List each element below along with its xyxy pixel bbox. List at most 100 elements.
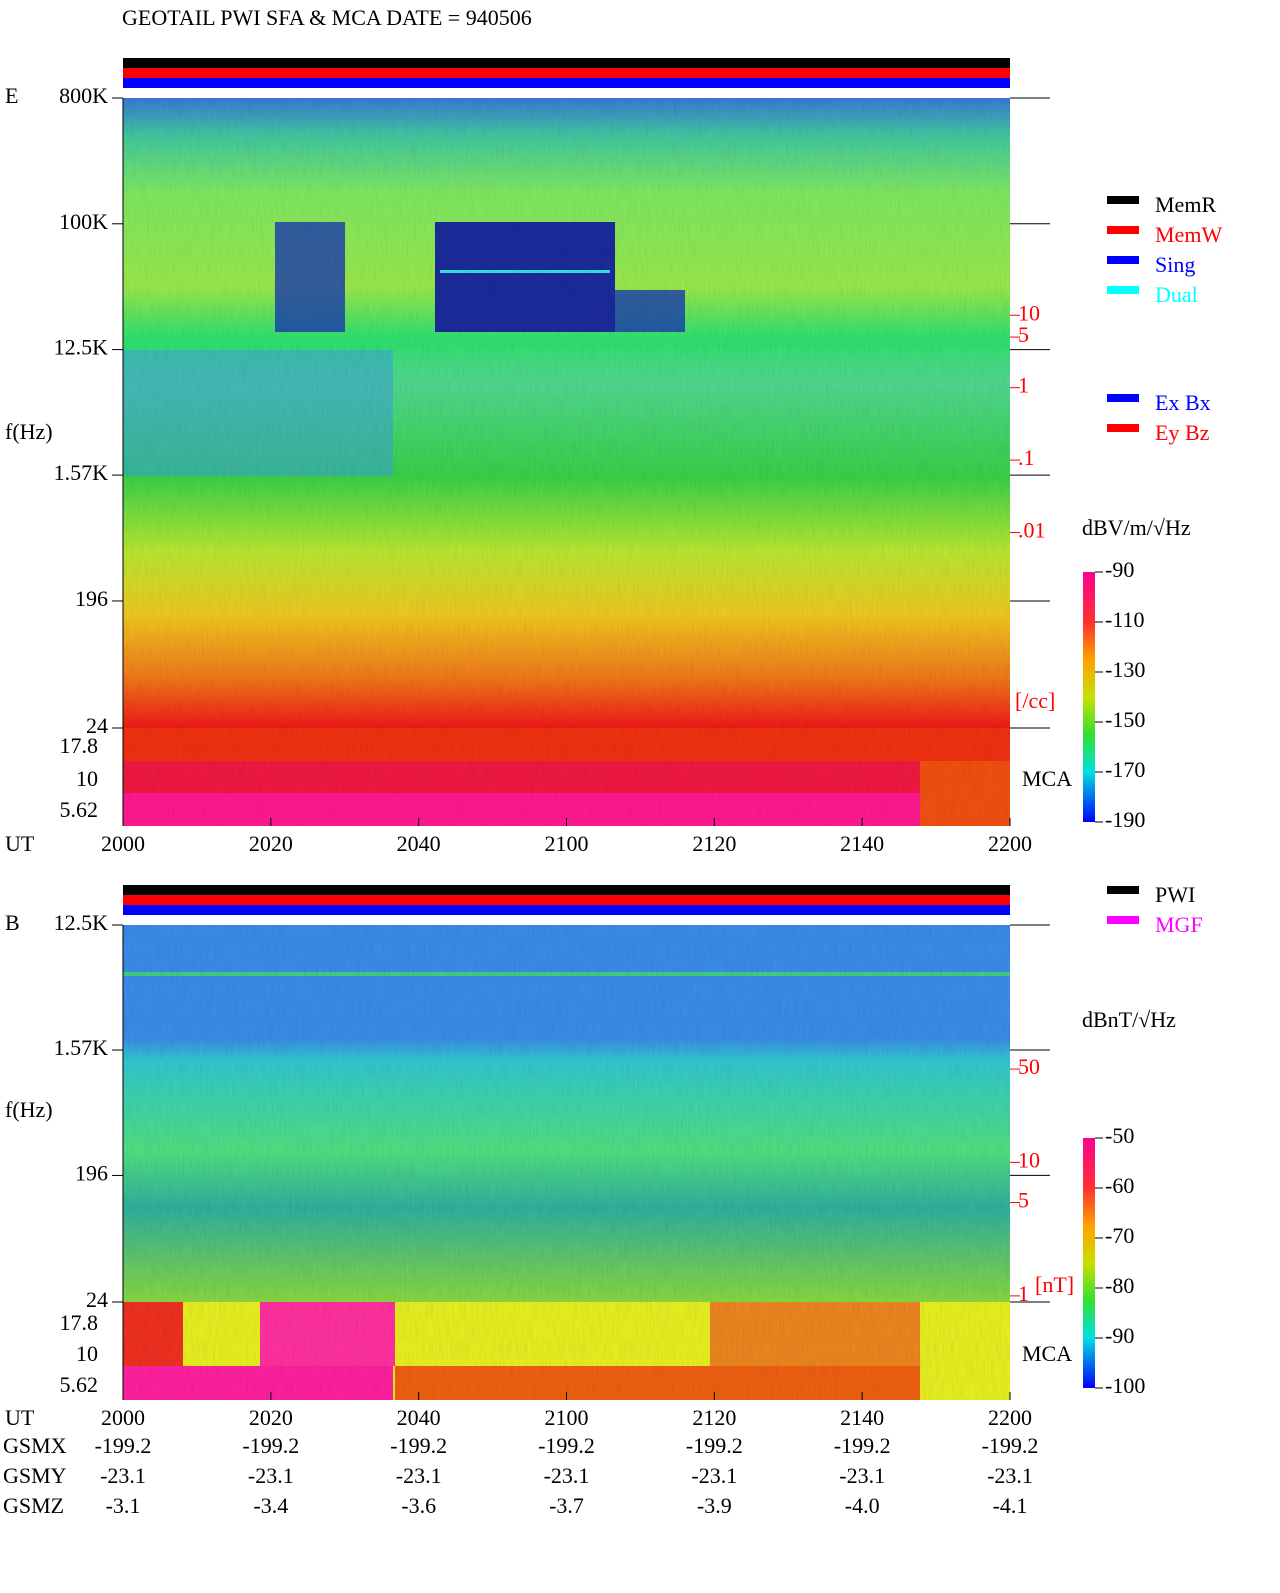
- orbit-value: -23.1: [987, 1463, 1033, 1488]
- mca-channel-label: 17.8: [60, 733, 99, 758]
- orbit-label: GSMY: [3, 1463, 67, 1488]
- y2-tick-label: 10: [1018, 300, 1040, 325]
- legend-label: Ex Bx: [1155, 390, 1211, 415]
- colorbar-tick-label: -90: [1105, 557, 1134, 582]
- y-tick-label: 800K: [59, 83, 108, 108]
- mca-channel-label: 10: [76, 1341, 98, 1366]
- orbit-value: -199.2: [834, 1433, 891, 1458]
- colorbar-label: dBV/m/√Hz: [1082, 515, 1191, 540]
- mode-bar: [123, 885, 1010, 895]
- y-tick-label: 12.5K: [54, 910, 109, 935]
- orbit-value: -3.4: [253, 1493, 288, 1518]
- y-tick-label: 196: [75, 1160, 108, 1185]
- orbit-label: GSMZ: [3, 1493, 64, 1518]
- orbit-value: -3.9: [697, 1493, 732, 1518]
- y2-axis-label: [nT]: [1035, 1272, 1074, 1297]
- x-tick-label: 2140: [840, 1405, 884, 1430]
- y-tick-label: 1.57K: [54, 1035, 109, 1060]
- legend-swatch: [1107, 394, 1139, 402]
- mode-bar: [123, 58, 1010, 68]
- orbit-value: -4.1: [993, 1493, 1028, 1518]
- colorbar-tick-label: -170: [1105, 757, 1145, 782]
- colorbar-label: dBnT/√Hz: [1082, 1007, 1176, 1032]
- orbit-value: -23.1: [544, 1463, 590, 1488]
- x-axis-label: UT: [5, 831, 35, 856]
- colorbar-tick-label: -130: [1105, 657, 1145, 682]
- x-tick-label: 2040: [397, 1405, 441, 1430]
- mode-bar: [123, 78, 1010, 88]
- y-tick-label: 196: [75, 586, 108, 611]
- legend-label: Dual: [1155, 282, 1198, 307]
- orbit-value: -199.2: [982, 1433, 1039, 1458]
- y-tick-label: 12.5K: [54, 335, 109, 360]
- colorbar-tick-label: -60: [1105, 1173, 1134, 1198]
- colorbar-tick-label: -150: [1105, 707, 1145, 732]
- orbit-value: -199.2: [242, 1433, 299, 1458]
- y2-tick-label: .01: [1018, 518, 1046, 543]
- x-tick-label: 2100: [545, 1405, 589, 1430]
- x-tick-label: 2140: [840, 831, 884, 856]
- orbit-value: -3.7: [549, 1493, 584, 1518]
- mode-bar: [123, 905, 1010, 915]
- y-tick-label: 100K: [59, 209, 108, 234]
- legend-label: MemW: [1155, 222, 1222, 247]
- legend-label: Ey Bz: [1155, 420, 1210, 445]
- colorbar: [1083, 1138, 1095, 1388]
- x-axis-label: UT: [5, 1405, 35, 1430]
- y-axis-label: f(Hz): [5, 419, 53, 444]
- legend-swatch: [1107, 196, 1139, 204]
- y2-tick-label: 5: [1018, 1188, 1029, 1213]
- mode-bar: [123, 895, 1010, 905]
- page-title: GEOTAIL PWI SFA & MCA DATE = 940506: [122, 5, 532, 30]
- legend-swatch: [1107, 424, 1139, 432]
- legend-swatch: [1107, 226, 1139, 234]
- spectrogram-texture: [123, 925, 1010, 1400]
- spectrogram-texture: [123, 98, 1010, 826]
- orbit-value: -23.1: [100, 1463, 146, 1488]
- x-tick-label: 2020: [249, 831, 293, 856]
- x-tick-label: 2200: [988, 1405, 1032, 1430]
- legend-swatch: [1107, 286, 1139, 294]
- y2-tick-label: 10: [1018, 1147, 1040, 1172]
- orbit-value: -199.2: [686, 1433, 743, 1458]
- x-tick-label: 2020: [249, 1405, 293, 1430]
- legend-label: MemR: [1155, 192, 1216, 217]
- colorbar-tick-label: -110: [1105, 607, 1145, 632]
- x-tick-label: 2040: [397, 831, 441, 856]
- colorbar-tick-label: -80: [1105, 1273, 1134, 1298]
- legend-swatch: [1107, 886, 1139, 894]
- x-tick-label: 2200: [988, 831, 1032, 856]
- legend-label: PWI: [1155, 882, 1195, 907]
- mca-channel-label: 5.62: [60, 797, 99, 822]
- legend-label: MGF: [1155, 912, 1203, 937]
- x-tick-label: 2000: [101, 1405, 145, 1430]
- y-axis-label: f(Hz): [5, 1097, 53, 1122]
- orbit-label: GSMX: [3, 1433, 67, 1458]
- x-tick-label: 2000: [101, 831, 145, 856]
- orbit-value: -23.1: [248, 1463, 294, 1488]
- orbit-value: -23.1: [396, 1463, 442, 1488]
- colorbar-tick-label: -90: [1105, 1323, 1134, 1348]
- orbit-value: -23.1: [839, 1463, 885, 1488]
- colorbar-tick-label: -190: [1105, 807, 1145, 832]
- mca-channel-label: 10: [76, 766, 98, 791]
- orbit-value: -3.6: [401, 1493, 436, 1518]
- legend-swatch: [1107, 256, 1139, 264]
- y-tick-label: 24: [86, 1287, 108, 1312]
- mca-label: MCA: [1022, 766, 1072, 791]
- orbit-value: -199.2: [390, 1433, 447, 1458]
- legend-label: Sing: [1155, 252, 1195, 277]
- x-tick-label: 2120: [692, 831, 736, 856]
- mode-bar: [123, 68, 1010, 78]
- orbit-value: -3.1: [106, 1493, 141, 1518]
- colorbar-tick-label: -50: [1105, 1123, 1134, 1148]
- y2-tick-label: 50: [1018, 1054, 1040, 1079]
- colorbar-tick-label: -100: [1105, 1373, 1145, 1398]
- x-tick-label: 2120: [692, 1405, 736, 1430]
- y2-tick-label: 1: [1018, 1281, 1029, 1306]
- legend-swatch: [1107, 916, 1139, 924]
- mca-label: MCA: [1022, 1341, 1072, 1366]
- orbit-value: -199.2: [538, 1433, 595, 1458]
- panel-label: B: [5, 910, 20, 935]
